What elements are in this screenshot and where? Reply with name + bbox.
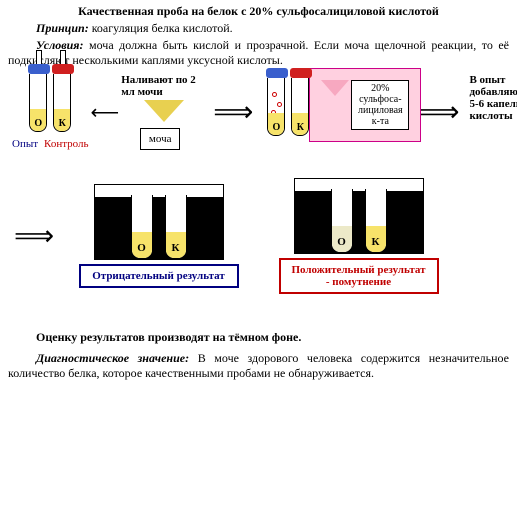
stage-a: О К Опыт Контроль <box>12 74 89 150</box>
add-acid-note: В опыт добавляют 5-6 капель кислоты <box>469 74 517 122</box>
principle-line: Принцип: коагуляция белка кислотой. <box>8 21 509 36</box>
diagnostic-line: Диагностическое значение: В моче здорово… <box>8 351 509 381</box>
kontrol-label: Контроль <box>44 138 88 150</box>
negative-result: О К Отрицательный результат <box>79 184 239 288</box>
urine-source: Наливают по 2 мл мочи моча <box>121 74 199 150</box>
stage-b: О К 20% сульфоса- лициловая к-та <box>267 74 415 136</box>
opyt-label: Опыт <box>12 138 38 150</box>
negative-result-box: Отрицательный результат <box>79 264 239 288</box>
tube-o-initial: О <box>29 74 47 132</box>
arrow-icon: ⟹ <box>213 95 253 129</box>
principle-text: коагуляция белка кислотой. <box>89 21 233 35</box>
footer: Оценку результатов производят на тёмном … <box>8 330 509 381</box>
tube-k-stage-b: К <box>291 78 309 136</box>
page-title: Качественная проба на белок с 20% сульфо… <box>8 4 509 19</box>
positive-result-box: Положительный результат - помутнение <box>279 258 439 294</box>
acid-assembly: 20% сульфоса- лициловая к-та <box>315 74 415 136</box>
acid-box: 20% сульфоса- лициловая к-та <box>351 80 409 130</box>
stage-1-row: О К Опыт Контроль ⟵ Наливают по 2 мл моч… <box>8 74 509 150</box>
positive-result: О К Положительный результат - помутнение <box>279 178 439 294</box>
dark-background: О К <box>294 178 424 254</box>
result-tube-o-neg: О <box>131 195 153 259</box>
pour-annotation: Наливают по 2 мл мочи <box>121 74 199 98</box>
eval-note: Оценку результатов производят на тёмном … <box>36 330 301 344</box>
tube-k-initial: К <box>53 74 71 132</box>
cap-red <box>52 64 74 74</box>
diag-label: Диагностическое значение: <box>36 351 189 365</box>
tube-label-o: О <box>30 118 46 129</box>
tube-label-k: К <box>54 118 70 129</box>
tube-o-with-acid: О <box>267 78 285 136</box>
arrow-icon: ⟵ <box>91 100 120 125</box>
arrow-icon: ⟹ <box>419 95 459 129</box>
funnel-icon <box>144 100 184 122</box>
conditions-text: моча должна быть кислой и прозрачной. Ес… <box>8 38 509 67</box>
dark-background: О К <box>94 184 224 260</box>
result-tube-o-pos: О <box>331 189 353 253</box>
conditions-line: Условия: моча должна быть кислой и прозр… <box>8 38 509 68</box>
results-row: ⟹ О К Отрицательный результат О К <box>8 178 509 294</box>
principle-label: Принцип: <box>36 21 89 35</box>
arrow-icon: ⟹ <box>14 219 54 253</box>
result-tube-k-neg: К <box>165 195 187 259</box>
urine-box: моча <box>140 128 181 150</box>
cap-blue <box>28 64 50 74</box>
result-tube-k-pos: К <box>365 189 387 253</box>
funnel-pink-icon <box>321 80 349 96</box>
